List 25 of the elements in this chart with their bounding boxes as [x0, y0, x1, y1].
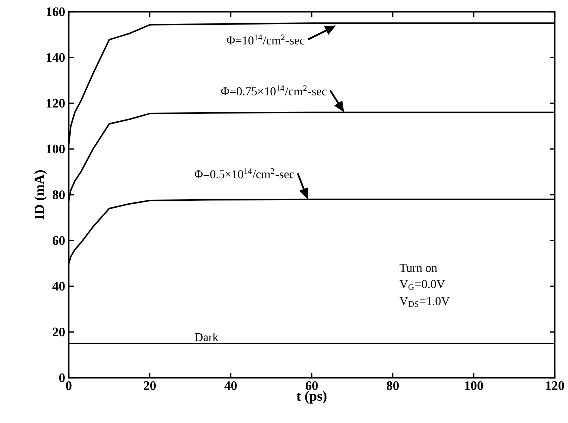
y-tick-label: 80	[52, 190, 65, 200]
y-tick-label: 120	[47, 99, 65, 108]
annotation: Turn on	[400, 264, 438, 272]
x-tick-label: 80	[386, 382, 400, 390]
annotation: Dark	[195, 333, 219, 342]
y-tick-label: 0	[59, 374, 65, 382]
y-tick-label: 160	[47, 8, 65, 16]
x-tick-label: 120	[546, 382, 564, 390]
x-tick-label: 20	[144, 382, 156, 390]
annotation: Φ=0.75×10$^{14}$/cm$^{2}$-sec	[221, 86, 327, 96]
x-tick-label: 40	[224, 382, 237, 390]
annotation: Φ=0.5×10$^{14}$/cm$^{2}$-sec	[194, 168, 294, 179]
annotation: Φ=10$^{14}$/cm$^{2}$-sec	[227, 34, 305, 45]
y-axis-title: ID (mA)	[34, 170, 48, 220]
y-tick-label: 100	[47, 144, 65, 154]
x-tick-label: 100	[465, 382, 484, 390]
y-tick-label: 60	[52, 236, 65, 246]
x-tick-label: 60	[306, 382, 318, 390]
x-tick-label: 0	[66, 382, 72, 390]
y-tick-label: 40	[52, 282, 65, 291]
y-tick-label: 20	[53, 328, 65, 337]
annotation: V$_{G}$=0.0V	[400, 280, 446, 290]
annotation: V$_{DS}$=1.0V	[400, 297, 450, 308]
y-tick-label: 140	[47, 53, 65, 62]
x-axis-title: t (ps)	[296, 391, 327, 404]
